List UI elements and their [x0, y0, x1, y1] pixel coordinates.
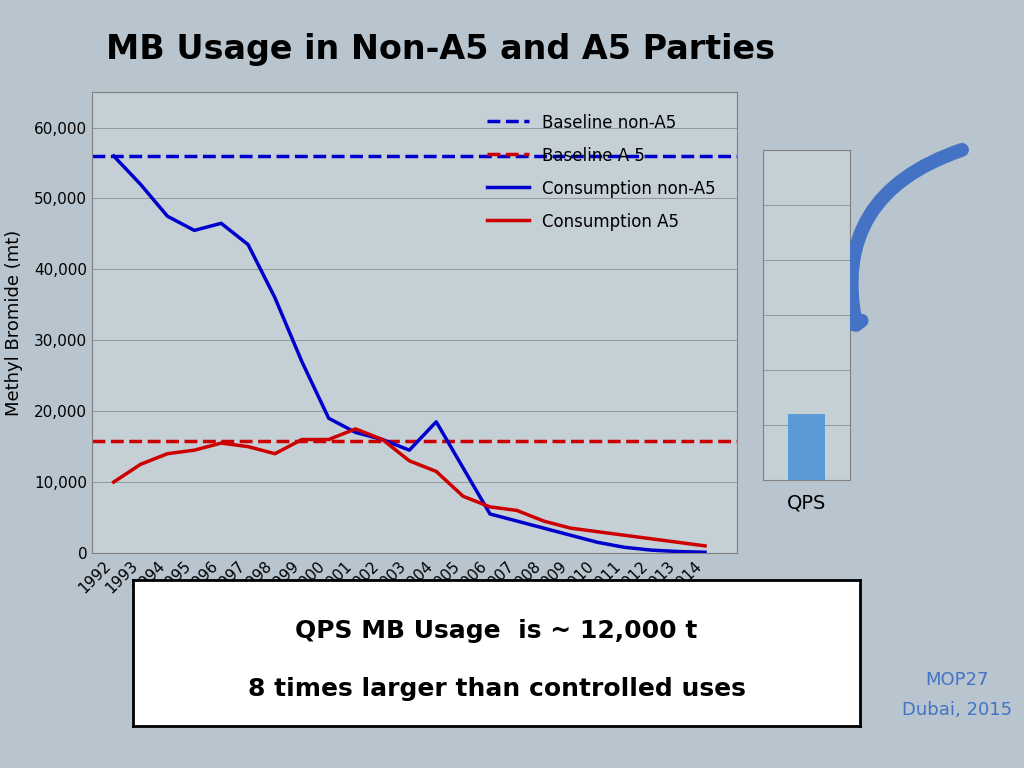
Text: Dubai, 2015: Dubai, 2015 [902, 701, 1013, 720]
Text: QPS MB Usage  is ~ 12,000 t: QPS MB Usage is ~ 12,000 t [296, 619, 697, 643]
Text: QPS: QPS [787, 494, 826, 512]
Bar [788, 414, 824, 480]
Text: MOP27: MOP27 [926, 670, 989, 689]
Text: MB Usage in Non-A5 and A5 Parties: MB Usage in Non-A5 and A5 Parties [105, 34, 775, 66]
Legend: Baseline non-A5, Baseline A 5, Consumption non-A5, Consumption A5: Baseline non-A5, Baseline A 5, Consumpti… [474, 101, 729, 244]
Y-axis label: Methyl Bromide (mt): Methyl Bromide (mt) [5, 230, 24, 415]
FancyArrowPatch shape [849, 150, 962, 325]
Text: 8 times larger than controlled uses: 8 times larger than controlled uses [248, 677, 745, 701]
